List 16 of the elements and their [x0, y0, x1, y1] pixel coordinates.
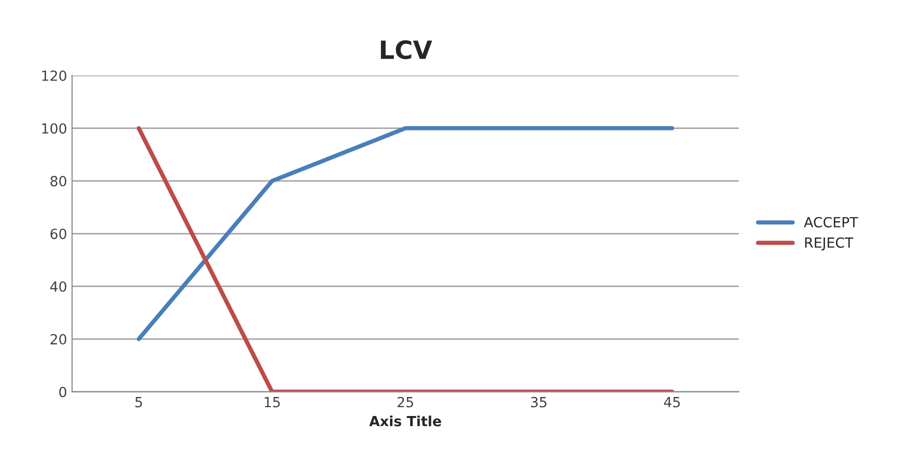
- x-tick-label: 35: [531, 396, 546, 408]
- y-tick-label: 60: [50, 228, 66, 240]
- x-axis-title: Axis Title: [369, 416, 442, 426]
- legend-label: REJECT: [805, 237, 854, 250]
- legend-label: ACCEPT: [804, 216, 858, 228]
- y-tick-label: 100: [42, 123, 66, 134]
- y-tick-label: 0: [59, 386, 66, 398]
- y-tick-label: 20: [50, 334, 66, 345]
- x-tick-label: 15: [264, 397, 280, 408]
- y-tick-label: 80: [50, 176, 66, 186]
- x-tick-label: 5: [135, 397, 142, 408]
- x-tick-label: 45: [664, 397, 680, 408]
- x-tick-label: 25: [398, 396, 414, 408]
- chart-title: LCV: [380, 40, 432, 60]
- y-tick-label: 40: [50, 281, 66, 292]
- y-tick-label: 120: [42, 70, 66, 81]
